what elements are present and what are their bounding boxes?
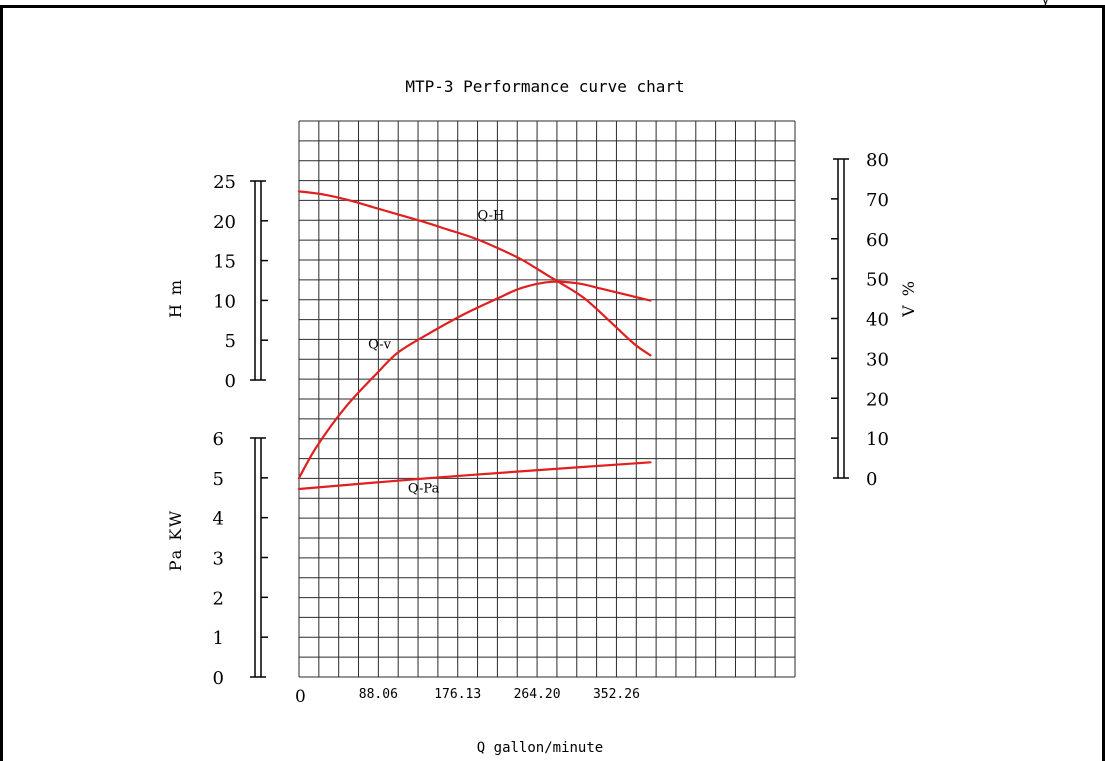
axis-tick-label: 40: [866, 310, 889, 331]
axis-tick-label: 30: [866, 349, 889, 370]
x-tick-label: 176.13: [434, 687, 481, 702]
series-label: Q-Pa: [408, 482, 440, 497]
axis-tick-label: 5: [213, 469, 224, 490]
x-axis-ticks: 0 88.06 176.13 264.20 352.26: [295, 687, 640, 707]
axis-tick-label: 60: [866, 230, 889, 251]
series-label: Q-H: [477, 209, 504, 224]
x-tick-label: 352.26: [593, 687, 640, 702]
clipped-glyph: y: [1042, 0, 1049, 7]
axis-tick-label: 5: [225, 331, 236, 352]
axis-tick-label: 70: [866, 190, 889, 211]
axis-tick-label: 10: [866, 429, 889, 450]
axis-tick-label: 15: [213, 252, 236, 273]
head-axis: 0 5 10 15 20 25: [213, 172, 268, 392]
axis-tick-label: 10: [213, 291, 236, 312]
x-axis-label: Q gallon/minute: [477, 740, 603, 756]
axis-tick-label: 0: [866, 469, 877, 490]
x-tick-label: 0: [295, 687, 306, 707]
axis-tick-label: 6: [213, 429, 224, 450]
chart-title: MTP-3 Performance curve chart: [405, 77, 684, 96]
series-line-q-pa: [297, 461, 652, 491]
axis-tick-label: 0: [225, 371, 236, 392]
outer-border: [0, 5, 1105, 761]
power-axis: 0 1 2 3 4 5 6: [213, 429, 268, 689]
axis-tick-label: 3: [213, 549, 224, 570]
series-line-q-v: [297, 280, 652, 480]
axis-tick-label: 1: [213, 628, 224, 649]
axis-tick-label: 25: [213, 172, 236, 193]
series-label: Q-v: [368, 337, 392, 352]
x-tick-label: 264.20: [514, 687, 561, 702]
x-tick-label: 88.06: [359, 687, 398, 702]
power-axis-label: Pa KW: [166, 509, 185, 572]
axis-tick-label: 80: [866, 150, 889, 171]
axis-tick-label: 20: [866, 389, 889, 410]
plot-grid: [298, 120, 796, 678]
efficiency-axis-label: V %: [899, 279, 918, 318]
axis-tick-label: 2: [213, 588, 224, 609]
efficiency-axis: 0 10 20 30 40 50 60 70 80: [831, 150, 889, 490]
axis-tick-label: 4: [213, 509, 224, 530]
curves: Q-H Q-v Q-Pa: [297, 190, 652, 497]
axis-tick-label: 0: [213, 668, 224, 689]
axis-tick-label: 50: [866, 270, 889, 291]
axis-tick-label: 20: [213, 212, 236, 233]
head-axis-label: H m: [166, 278, 185, 318]
series-line-q-h: [297, 190, 652, 357]
